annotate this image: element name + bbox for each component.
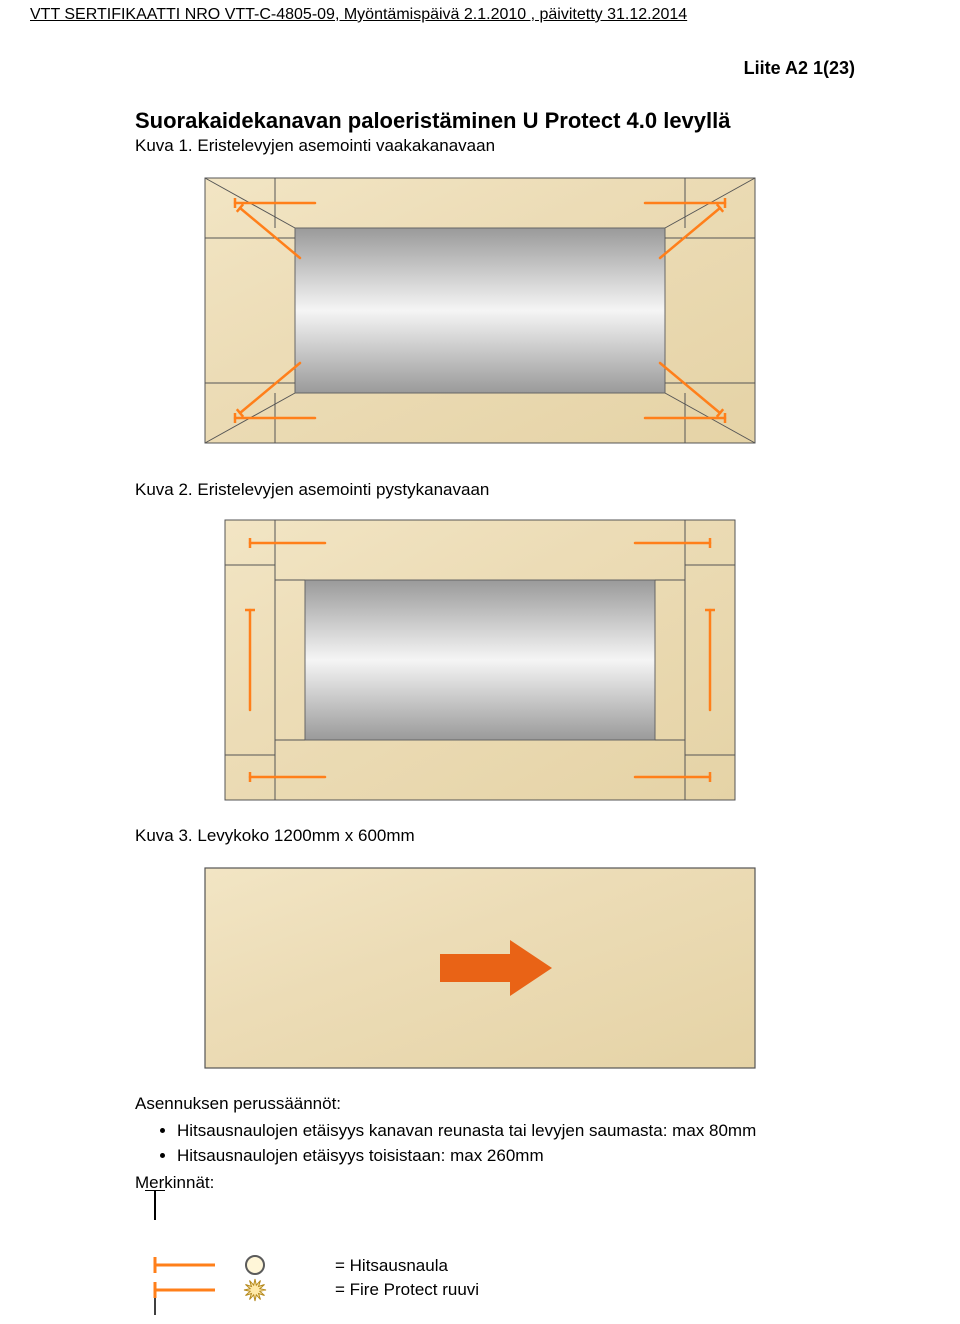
legend-fire-protect-ruuvi: = Fire Protect ruuvi: [335, 1280, 479, 1300]
figure-1-caption: Kuva 1. Eristelevyjen asemointi vaakakan…: [135, 136, 495, 156]
rules-heading: Asennuksen perussäännöt:: [135, 1093, 855, 1116]
section-title: Suorakaidekanavan paloeristäminen U Prot…: [135, 108, 730, 134]
rule-item: Hitsausnaulojen etäisyys toisistaan: max…: [177, 1145, 855, 1168]
certificate-header: VTT SERTIFIKAATTI NRO VTT-C-4805-09, Myö…: [30, 6, 687, 24]
figure-3-diagram: [185, 858, 775, 1078]
installation-rules: Asennuksen perussäännöt: Hitsausnaulojen…: [135, 1093, 855, 1195]
figure-1-diagram: [185, 168, 775, 453]
figure-3-caption: Kuva 3. Levykoko 1200mm x 600mm: [135, 826, 415, 846]
figure-2-diagram: [215, 510, 745, 810]
figure-2-caption: Kuva 2. Eristelevyjen asemointi pystykan…: [135, 480, 489, 500]
legend-hitsausnaula: = Hitsausnaula: [335, 1256, 448, 1276]
appendix-number: Liite A2 1(23): [744, 58, 855, 79]
legend: = Hitsausnaula = Fire Protect ruuvi: [135, 1190, 555, 1320]
rule-item: Hitsausnaulojen etäisyys kanavan reunast…: [177, 1120, 855, 1143]
